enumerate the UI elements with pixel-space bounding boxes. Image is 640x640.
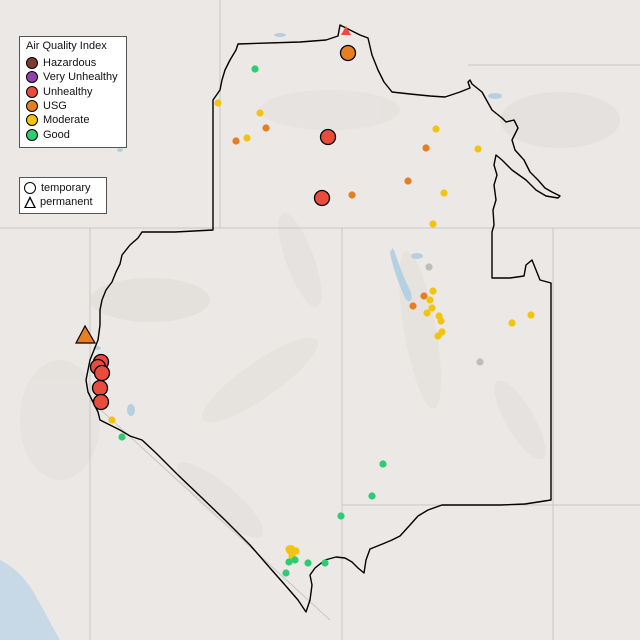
monitor-point[interactable] <box>108 416 116 424</box>
ocean <box>0 560 60 640</box>
circle-icon <box>24 182 36 195</box>
aqi-swatch-icon <box>26 100 38 113</box>
monitor-point[interactable] <box>474 145 482 153</box>
legend-item-label: Moderate <box>43 114 90 127</box>
temporary-monitor-marker[interactable] <box>319 128 337 146</box>
legend-item-label: USG <box>43 100 67 113</box>
temporary-monitor-marker[interactable] <box>313 189 331 207</box>
temporary-monitors <box>89 44 357 555</box>
aqi-legend-title: Air Quality Index <box>26 40 107 52</box>
lakes <box>93 33 502 416</box>
temporary-monitor-marker[interactable] <box>339 44 357 62</box>
monitor-point[interactable] <box>409 302 417 310</box>
monitor-point[interactable] <box>422 144 430 152</box>
monitor-point[interactable] <box>432 125 440 133</box>
monitor-point[interactable] <box>437 317 445 325</box>
triangle-icon <box>24 196 36 209</box>
legend-item-label: Good <box>43 128 70 141</box>
monitor-point[interactable] <box>429 220 437 228</box>
legend-permanent-label: permanent <box>40 196 93 209</box>
legend-item-usg: USG <box>26 99 126 113</box>
monitor-point[interactable] <box>404 177 412 185</box>
aqi-swatch-icon <box>26 57 38 70</box>
legend-item-label: Unhealthy <box>43 85 93 98</box>
monitor-point[interactable] <box>379 460 387 468</box>
temporary-monitor-marker[interactable] <box>286 545 296 555</box>
legend-item-hazardous: Hazardous <box>26 56 126 70</box>
temporary-monitor-marker[interactable] <box>92 393 110 411</box>
aqi-swatch-icon <box>26 71 38 84</box>
region-boundary <box>85 24 561 613</box>
legend-item-moderate: Moderate <box>26 113 126 127</box>
temporary-monitor-marker[interactable] <box>93 364 111 382</box>
aqi-swatch-icon <box>26 128 38 141</box>
monitor-point[interactable] <box>291 556 299 564</box>
monitor-point[interactable] <box>420 292 428 300</box>
monitor-point[interactable] <box>285 558 293 566</box>
monitor-point[interactable] <box>423 309 431 317</box>
monitor-point[interactable] <box>118 433 126 441</box>
legend-temporary-row: temporary <box>24 181 106 195</box>
small-monitor-points <box>108 65 535 577</box>
monitor-point[interactable] <box>440 189 448 197</box>
aqi-legend: Air Quality Index Hazardous Very Unhealth… <box>19 36 127 148</box>
monitor-point[interactable] <box>337 512 345 520</box>
monitor-point[interactable] <box>282 569 290 577</box>
legend-item-unhealthy: Unhealthy <box>26 85 126 99</box>
monitor-point[interactable] <box>527 311 535 319</box>
monitor-point[interactable] <box>508 319 516 327</box>
legend-item-label: Very Unhealthy <box>43 71 118 84</box>
aqi-swatch-icon <box>26 114 38 127</box>
permanent-monitor-marker[interactable] <box>75 324 97 344</box>
monitor-type-legend: temporary permanent <box>19 177 107 214</box>
monitor-point[interactable] <box>425 263 433 271</box>
monitor-point[interactable] <box>214 99 222 107</box>
monitor-point[interactable] <box>429 287 437 295</box>
monitor-point[interactable] <box>426 296 434 304</box>
monitor-point[interactable] <box>476 358 484 366</box>
monitor-point[interactable] <box>434 332 442 340</box>
permanent-monitors <box>75 26 351 344</box>
legend-permanent-row: permanent <box>24 195 106 209</box>
monitor-point[interactable] <box>256 109 264 117</box>
monitor-point[interactable] <box>368 492 376 500</box>
monitor-point[interactable] <box>262 124 270 132</box>
aqi-swatch-icon <box>26 85 38 98</box>
monitor-point[interactable] <box>304 559 312 567</box>
temporary-monitor-marker[interactable] <box>91 379 109 397</box>
monitor-point[interactable] <box>348 191 356 199</box>
monitor-point[interactable] <box>428 304 436 312</box>
monitor-point[interactable] <box>321 559 329 567</box>
monitor-point[interactable] <box>243 134 251 142</box>
monitor-point[interactable] <box>232 137 240 145</box>
monitor-point[interactable] <box>251 65 259 73</box>
legend-item-very-unhealthy: Very Unhealthy <box>26 70 126 84</box>
legend-item-good: Good <box>26 127 126 141</box>
legend-temporary-label: temporary <box>41 182 91 195</box>
permanent-monitor-marker[interactable] <box>341 26 351 35</box>
terrain-shading <box>20 90 620 538</box>
legend-item-label: Hazardous <box>43 57 97 70</box>
